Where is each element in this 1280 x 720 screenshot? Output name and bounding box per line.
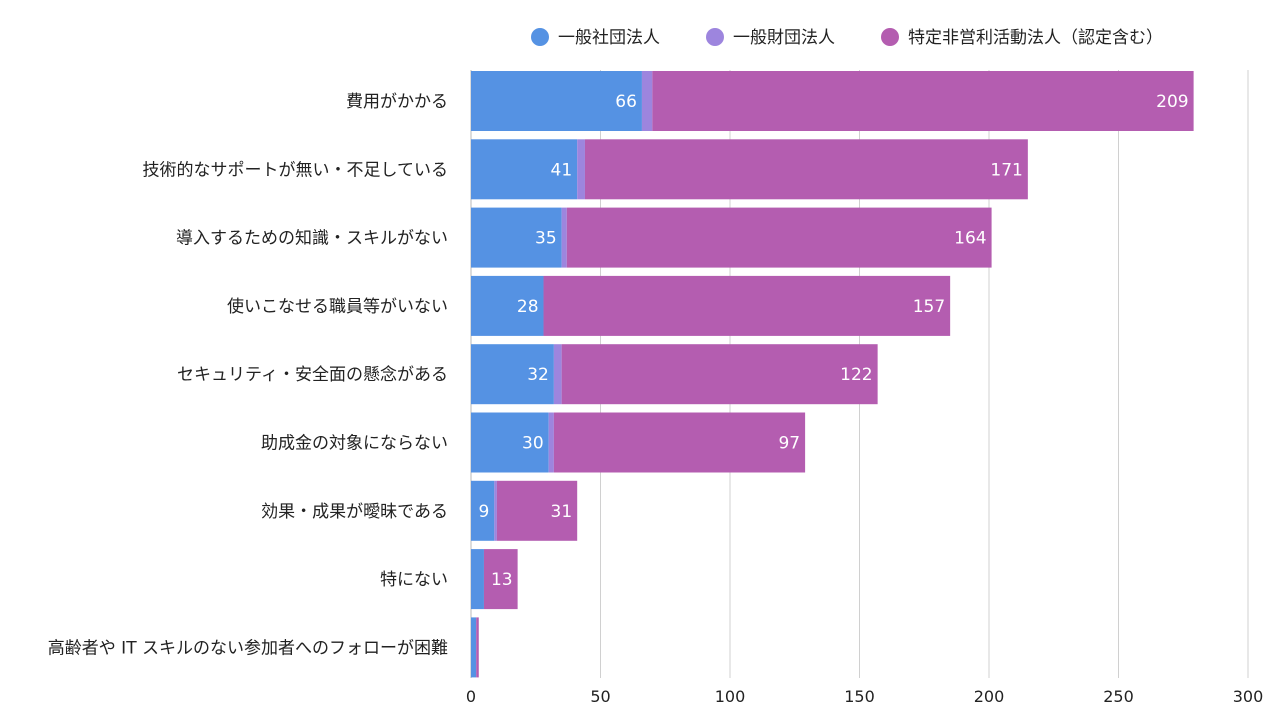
- bar-segment: [641, 71, 653, 131]
- category-label: 助成金の対象にならない: [261, 434, 448, 454]
- x-tick-label: 100: [715, 687, 746, 706]
- data-label: 157: [913, 297, 945, 317]
- legend-swatch: [881, 28, 899, 46]
- bar-segment: [471, 344, 554, 405]
- x-tick-label: 150: [844, 687, 875, 706]
- data-label: 28: [517, 297, 539, 317]
- legend-label: 特定非営利活動法人（認定含む）: [908, 28, 1163, 48]
- bar-segment: [561, 344, 878, 405]
- category-label: 技術的なサポートが無い・不足している: [143, 160, 449, 180]
- legend-swatch: [531, 28, 549, 46]
- data-label: 9: [478, 502, 489, 522]
- data-label: 31: [551, 502, 573, 522]
- legend-label: 一般社団法人: [558, 28, 660, 48]
- category-label: 費用がかかる: [346, 92, 448, 112]
- data-label: 32: [527, 365, 549, 385]
- category-labels: 費用がかかる技術的なサポートが無い・不足している導入するための知識・スキルがない…: [48, 92, 448, 658]
- bar-segment: [553, 344, 562, 405]
- data-label: 122: [840, 365, 872, 385]
- bar-segment: [496, 480, 578, 541]
- bar-segment: [483, 549, 518, 610]
- data-label: 30: [522, 434, 544, 454]
- data-label: 209: [1156, 92, 1188, 112]
- x-tick-label: 200: [974, 687, 1005, 706]
- data-label: 164: [954, 229, 986, 249]
- bar-segment: [471, 207, 562, 268]
- bar-segment: [476, 617, 479, 678]
- bar-segment: [561, 207, 567, 268]
- legend-swatch: [706, 28, 724, 46]
- data-label: 41: [551, 160, 573, 180]
- data-label: 66: [615, 92, 637, 112]
- bars: 66 209 41 171 35 164 28 157 32 122 30 97 9 31 13: [471, 71, 1194, 678]
- x-axis-ticks: 0 50 100 150 200 250 300: [466, 687, 1263, 706]
- bar-segment: [471, 480, 495, 541]
- x-tick-label: 0: [466, 687, 476, 706]
- category-label: 使いこなせる職員等がいない: [227, 296, 448, 317]
- category-label: 導入するための知識・スキルがない: [176, 229, 448, 249]
- bar-segment: [471, 549, 484, 610]
- bar-segment: [471, 617, 477, 678]
- legend-label: 一般財団法人: [733, 28, 835, 48]
- bar-segment: [471, 71, 642, 131]
- bar-segment: [566, 207, 992, 268]
- data-label: 13: [491, 570, 513, 590]
- bar-segment: [494, 480, 497, 541]
- category-label: 特にない: [380, 570, 448, 590]
- bar-segment: [577, 139, 585, 200]
- bar-segment: [652, 71, 1194, 131]
- x-tick-label: 300: [1233, 687, 1264, 706]
- bar-segment: [553, 412, 806, 473]
- category-label: 高齢者や IT スキルのない参加者へのフォローが困難: [48, 638, 448, 658]
- data-label: 171: [990, 160, 1022, 180]
- x-tick-label: 50: [590, 687, 610, 706]
- x-tick-label: 250: [1103, 687, 1134, 706]
- bar-segment: [471, 275, 544, 336]
- bar-segment: [543, 275, 951, 336]
- legend: 一般社団法人 一般財団法人 特定非営利活動法人（認定含む）: [531, 28, 1163, 48]
- category-label: 効果・成果が曖昧である: [261, 502, 448, 522]
- data-label: 97: [778, 434, 800, 454]
- category-label: セキュリティ・安全面の懸念がある: [177, 364, 448, 385]
- bar-segment: [471, 412, 549, 473]
- bar-segment: [471, 139, 578, 200]
- bar-segment: [584, 139, 1028, 200]
- bar-segment: [548, 412, 554, 473]
- data-label: 35: [535, 229, 557, 249]
